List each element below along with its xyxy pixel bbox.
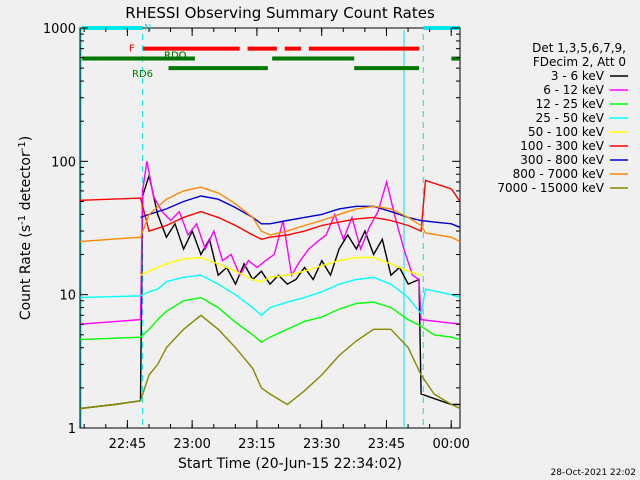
- x-axis: 22:45 23:00 23:15 23:30 23:45 00:00: [83, 28, 470, 452]
- legend-label-8: 7000 - 15000 keV: [497, 181, 604, 195]
- x-tick-label-4: 23:45: [368, 437, 405, 452]
- x-tick-label-1: 23:00: [173, 437, 210, 452]
- timestamp: 28-Oct-2021 22:02: [551, 468, 636, 478]
- y-tick-label-3: 1000: [43, 22, 76, 37]
- y-axis-label-end: ): [18, 136, 34, 141]
- flag-label-rd6-4: RD6: [132, 69, 153, 80]
- series-line-1: [79, 161, 461, 325]
- flag-label-f-1: F: [129, 44, 135, 55]
- legend-header-fdecim: FDecim 2, Att 0: [533, 55, 626, 69]
- x-tick-label-0: 22:45: [109, 437, 146, 452]
- x-axis-label: Start Time (20-Jun-15 22:34:02): [178, 456, 402, 472]
- legend-label-0: 3 - 6 keV: [551, 69, 605, 83]
- series-line-4: [140, 256, 422, 283]
- chart-title: RHESSI Observing Summary Count Rates: [125, 4, 435, 22]
- y-axis-label-exponent-1: -1: [17, 215, 28, 225]
- x-tick-label-3: 23:30: [303, 437, 340, 452]
- series-line-8: [79, 314, 461, 410]
- y-tick-label-1: 10: [59, 289, 76, 304]
- y-axis-label-main: Count Rate (s: [18, 225, 34, 320]
- series-line-2: [79, 296, 461, 344]
- legend-header-detectors: Det 1,3,5,6,7,9,: [532, 41, 626, 55]
- legend-label-6: 300 - 800 keV: [520, 153, 604, 167]
- y-tick-label-0: 1: [68, 422, 76, 437]
- series-group: [79, 161, 461, 410]
- legend-label-2: 12 - 25 keV: [536, 97, 605, 111]
- legend-label-3: 25 - 50 keV: [536, 111, 605, 125]
- series-line-5: [79, 179, 461, 241]
- series-line-3: [79, 274, 461, 317]
- legend-label-1: 6 - 12 keV: [543, 83, 605, 97]
- legend-label-4: 50 - 100 keV: [528, 125, 605, 139]
- plot-frame: [79, 27, 461, 429]
- series-line-7: [79, 186, 461, 243]
- y-axis-label: Count Rate (s-1 detector-1): [17, 136, 34, 320]
- x-tick-label-2: 23:15: [238, 437, 275, 452]
- legend: Det 1,3,5,6,7,9, FDecim 2, Att 0 3 - 6 k…: [497, 41, 628, 195]
- flag-label-n-0: N: [144, 23, 151, 34]
- flag-label-rdo-2: RDO: [164, 51, 187, 62]
- y-axis-label-mid: detector: [18, 151, 34, 215]
- series-line-6: [140, 195, 461, 228]
- legend-label-5: 100 - 300 keV: [520, 139, 604, 153]
- y-axis: 1 10 100 1000: [43, 22, 460, 437]
- y-axis-label-exponent-2: -1: [17, 141, 28, 151]
- night-boundaries: [80, 28, 424, 428]
- y-tick-label-2: 100: [51, 155, 76, 170]
- legend-label-7: 800 - 7000 keV: [513, 167, 605, 181]
- x-tick-label-5: 00:00: [432, 437, 469, 452]
- flag-label-rdo-3: RDO: [164, 51, 187, 62]
